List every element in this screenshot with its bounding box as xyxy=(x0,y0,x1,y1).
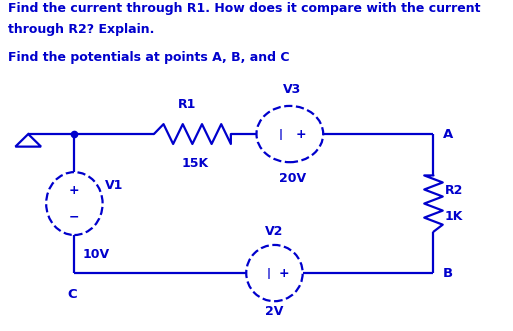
Text: V1: V1 xyxy=(105,179,124,192)
Text: R2: R2 xyxy=(445,184,463,197)
Text: Find the current through R1. How does it compare with the current: Find the current through R1. How does it… xyxy=(8,2,480,15)
Text: 20V: 20V xyxy=(279,172,306,185)
Text: through R2? Explain.: through R2? Explain. xyxy=(8,23,154,36)
Text: +: + xyxy=(279,266,289,280)
Text: Find the potentials at points A, B, and C: Find the potentials at points A, B, and … xyxy=(8,51,289,64)
Text: A: A xyxy=(443,127,453,141)
Text: V3: V3 xyxy=(283,83,302,96)
Text: +: + xyxy=(69,184,80,197)
Text: R1: R1 xyxy=(178,98,196,111)
Text: |: | xyxy=(279,128,283,140)
Text: |: | xyxy=(266,267,270,279)
Text: +: + xyxy=(296,127,306,141)
Text: 2V: 2V xyxy=(265,305,284,318)
Text: 1K: 1K xyxy=(445,210,463,223)
Text: −: − xyxy=(69,211,80,224)
Text: 10V: 10V xyxy=(82,248,109,261)
Text: V2: V2 xyxy=(265,225,284,238)
Text: 15K: 15K xyxy=(182,157,208,170)
Text: B: B xyxy=(443,266,453,280)
Text: C: C xyxy=(67,288,76,301)
